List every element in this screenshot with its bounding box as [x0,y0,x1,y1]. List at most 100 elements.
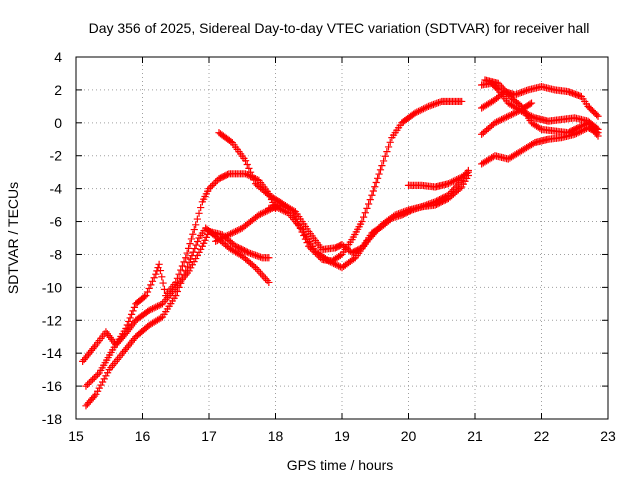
data-point [178,262,186,270]
x-tick-label: 19 [334,428,350,444]
data-point [200,239,208,247]
data-point [202,233,210,241]
y-tick-label: -4 [50,181,63,197]
data-point [371,183,379,191]
data-point [372,178,380,187]
axis-ticks: 15 16 17 18 19 20 21 22 23-18-16-14-12-10-8-6-4-… [42,49,616,444]
data-point [331,244,339,252]
x-tick-label: 20 [401,428,417,444]
data-point [182,254,190,262]
y-tick-label: -16 [42,378,62,394]
x-tick-label: 15 [68,428,84,444]
data-point [127,310,136,318]
x-tick-label: 16 [135,428,151,444]
y-tick-label: -12 [42,312,62,328]
data-point [334,242,342,251]
data-point [193,215,201,223]
data-point [358,217,366,226]
y-tick-label: -8 [50,246,63,262]
plot-frame [75,56,609,420]
data-point [593,111,601,119]
y-tick-label: -2 [50,148,63,164]
series-track-k [478,99,536,138]
data-point [386,138,394,146]
data-point [195,209,203,217]
x-tick-label: 21 [467,428,483,444]
data-point [180,258,188,266]
y-tick-label: 2 [54,82,62,98]
x-tick-label: 22 [534,428,550,444]
y-tick-label: -14 [42,345,62,361]
data-point [198,242,206,250]
data-point [173,274,182,282]
series-track-b [82,224,273,410]
data-point [172,278,180,287]
data-point [182,267,190,275]
data-point [152,270,160,278]
data-point [180,271,188,279]
data-point [585,104,594,112]
data-point [250,176,258,184]
data-point [243,160,251,169]
data-point [384,143,393,151]
data-point [158,273,166,281]
x-tick-label: 17 [201,428,217,444]
data-point [201,236,209,244]
data-point [189,230,197,238]
data-point [183,249,191,257]
data-point [194,237,202,246]
data-point [175,270,183,278]
data-point [363,204,371,212]
y-tick-label: 4 [54,49,62,65]
data-point [177,266,185,274]
data-point [464,168,472,176]
x-tick-label: 18 [268,428,284,444]
data-point [368,191,376,199]
data-point [376,166,385,174]
data-point [245,164,253,172]
data-point [375,170,383,178]
data-point [360,213,368,221]
data-point [198,198,206,206]
data-point [197,203,205,212]
x-axis-title: GPS time / hours [287,457,394,473]
data-point [204,187,212,195]
data-point [191,244,199,253]
data-point [200,195,208,203]
data-point [379,157,388,165]
data-point [123,321,131,329]
series-track-c [82,170,280,390]
data-point [361,209,369,217]
chart-title: Day 356 of 2025, Sidereal Day-to-day VTE… [89,20,590,36]
data-point [129,307,137,315]
series-track-l [478,124,602,168]
data-point [173,287,182,296]
data-point [337,241,345,249]
data-point [374,174,382,182]
data-point [333,243,341,251]
data-point [172,291,180,300]
data-point [527,99,536,107]
data-point [156,266,165,275]
data-point [369,187,377,195]
data-point [590,108,598,116]
data-point [183,263,191,271]
data-point [493,84,501,93]
data-point [175,283,183,291]
data-point [192,221,200,229]
data-point [186,240,194,248]
data-point [159,279,167,287]
data-point [201,192,209,201]
series-track-g [404,168,472,191]
data-point [588,106,596,115]
y-tick-label: -10 [42,279,62,295]
x-tick-label: 23 [600,428,616,444]
data-point [184,244,193,252]
data-point [378,162,386,170]
data-point [177,279,185,287]
data-point [265,278,273,287]
data-point [189,248,197,256]
data-point [187,235,196,243]
data-point [130,303,139,311]
